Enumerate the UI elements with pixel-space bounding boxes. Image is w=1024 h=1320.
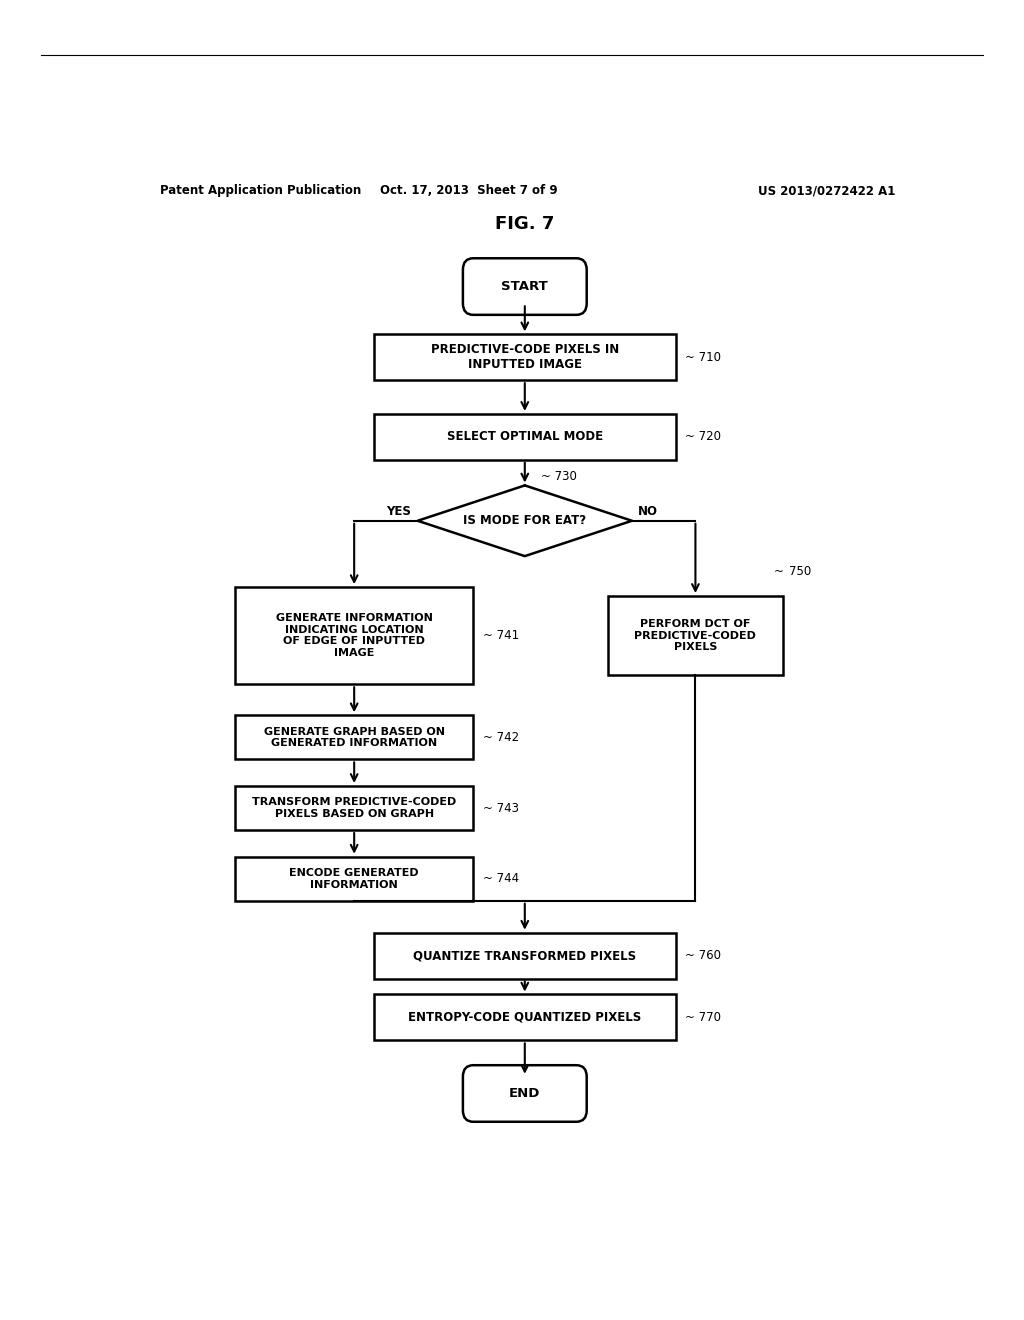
Text: ~ 743: ~ 743 (482, 801, 519, 814)
Bar (374, 414, 676, 459)
Bar (608, 595, 782, 676)
Text: SELECT OPTIMAL MODE: SELECT OPTIMAL MODE (446, 430, 603, 444)
Text: ~ 710: ~ 710 (685, 351, 721, 364)
Text: ~: ~ (774, 565, 783, 578)
Text: END: END (509, 1086, 541, 1100)
Text: Patent Application Publication: Patent Application Publication (160, 185, 361, 198)
Text: ~ 730: ~ 730 (541, 470, 577, 483)
Bar (236, 715, 473, 759)
Bar (236, 857, 473, 900)
Bar (236, 785, 473, 830)
Bar (236, 587, 473, 684)
Polygon shape (418, 486, 632, 556)
Text: ~ 720: ~ 720 (685, 430, 721, 444)
Bar (374, 334, 676, 380)
Text: NO: NO (638, 506, 658, 519)
Text: GENERATE INFORMATION
INDICATING LOCATION
OF EDGE OF INPUTTED
IMAGE: GENERATE INFORMATION INDICATING LOCATION… (275, 614, 432, 659)
Text: ~ 744: ~ 744 (482, 873, 519, 886)
Text: ~ 742: ~ 742 (482, 731, 519, 743)
Text: ENCODE GENERATED
INFORMATION: ENCODE GENERATED INFORMATION (290, 869, 419, 890)
Text: ~ 770: ~ 770 (685, 1011, 721, 1024)
Text: YES: YES (386, 506, 412, 519)
Text: ~ 760: ~ 760 (685, 949, 721, 962)
Text: QUANTIZE TRANSFORMED PIXELS: QUANTIZE TRANSFORMED PIXELS (414, 949, 636, 962)
Text: Oct. 17, 2013  Sheet 7 of 9: Oct. 17, 2013 Sheet 7 of 9 (381, 185, 558, 198)
Bar (374, 994, 676, 1040)
Bar (374, 933, 676, 978)
Text: START: START (502, 280, 548, 293)
Text: PREDICTIVE-CODE PIXELS IN
INPUTTED IMAGE: PREDICTIVE-CODE PIXELS IN INPUTTED IMAGE (431, 343, 618, 371)
Text: 750: 750 (790, 565, 811, 578)
FancyBboxPatch shape (463, 1065, 587, 1122)
Text: GENERATE GRAPH BASED ON
GENERATED INFORMATION: GENERATE GRAPH BASED ON GENERATED INFORM… (263, 726, 444, 748)
Text: US 2013/0272422 A1: US 2013/0272422 A1 (758, 185, 895, 198)
Text: FIG. 7: FIG. 7 (496, 215, 554, 234)
Text: PERFORM DCT OF
PREDICTIVE-CODED
PIXELS: PERFORM DCT OF PREDICTIVE-CODED PIXELS (635, 619, 757, 652)
Text: TRANSFORM PREDICTIVE-CODED
PIXELS BASED ON GRAPH: TRANSFORM PREDICTIVE-CODED PIXELS BASED … (252, 797, 457, 818)
Text: ~ 741: ~ 741 (482, 630, 519, 642)
Text: IS MODE FOR EAT?: IS MODE FOR EAT? (463, 515, 587, 527)
Text: ENTROPY-CODE QUANTIZED PIXELS: ENTROPY-CODE QUANTIZED PIXELS (409, 1011, 641, 1024)
FancyBboxPatch shape (463, 259, 587, 315)
